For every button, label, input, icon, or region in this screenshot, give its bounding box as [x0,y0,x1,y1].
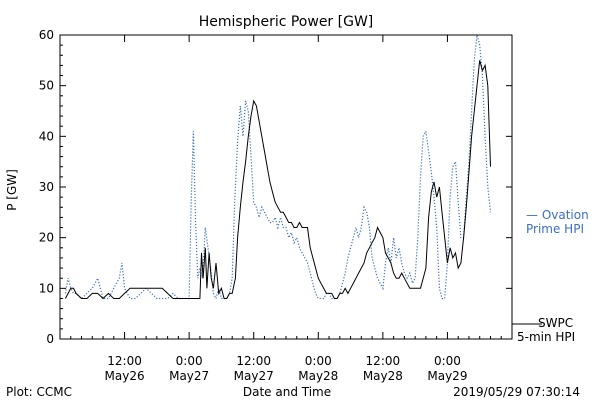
y-tick-label: 0 [46,332,54,346]
series-ovation-line [64,34,492,301]
legend-ovation-line1: — Ovation [526,208,589,222]
footer-plot-credit: Plot: CCMC [6,385,72,399]
footer-timestamp: 2019/05/29 07:30:14 [453,385,580,399]
series-swpc-line [64,60,491,300]
y-tick-label: 50 [39,79,54,93]
x-tick-date: May29 [427,369,467,383]
legend-ovation-line2: Prime HPI [526,222,584,236]
y-tick-label: 30 [39,180,54,194]
x-tick-date: May26 [105,369,145,383]
x-tick-time: 0:00 [176,354,203,368]
series-group [64,34,492,301]
plot-frame [59,34,513,340]
y-axis-label: P [GW] [5,169,19,211]
y-tick-label: 60 [39,28,54,42]
x-tick-time: 12:00 [107,354,142,368]
x-tick-date: May28 [363,369,403,383]
x-tick-time: 0:00 [305,354,332,368]
x-tick-date: May28 [298,369,338,383]
y-axis: 0 10 20 30 40 50 60 [39,28,512,346]
x-tick-time: 0:00 [434,354,461,368]
chart-title: Hemispheric Power [GW] [199,14,374,30]
legend-swpc-line1: SWPC [538,316,573,330]
y-tick-label: 10 [39,281,54,295]
y-tick-label: 40 [39,129,54,143]
footer-x-axis-label: Date and Time [243,385,331,399]
y-tick-label: 20 [39,231,54,245]
x-tick-time: 12:00 [366,354,401,368]
x-axis: 12:00May260:00May2712:00May270:00May2812… [70,35,502,383]
legend-swpc-line2: 5-min HPI [517,330,575,344]
x-tick-date: May27 [169,369,209,383]
x-tick-date: May27 [234,369,274,383]
x-tick-time: 12:00 [236,354,271,368]
